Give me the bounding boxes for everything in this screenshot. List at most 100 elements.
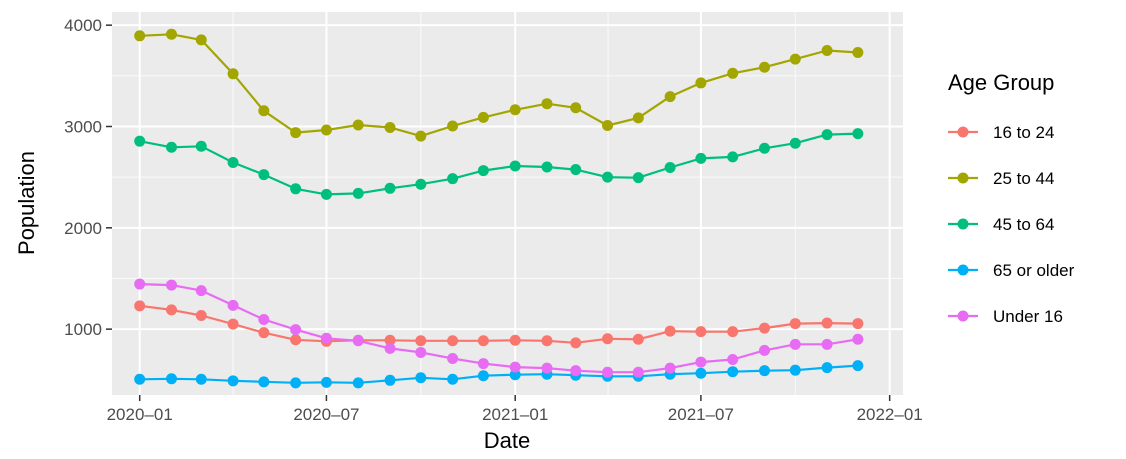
- data-point: [195, 309, 207, 321]
- data-point: [352, 187, 364, 199]
- x-axis-title: Date: [484, 428, 530, 453]
- data-point: [166, 373, 178, 385]
- data-point: [541, 161, 553, 173]
- data-point: [852, 360, 864, 372]
- data-point: [195, 34, 207, 46]
- y-tick-label: 4000: [64, 16, 102, 35]
- data-point: [602, 333, 614, 345]
- data-point: [166, 141, 178, 153]
- data-point: [227, 375, 239, 387]
- x-tick-label: 2020–01: [107, 405, 173, 424]
- data-point: [695, 77, 707, 89]
- legend-label: 65 or older: [993, 261, 1075, 280]
- data-point: [447, 335, 459, 347]
- data-point: [821, 338, 833, 350]
- data-point: [509, 160, 521, 172]
- series-line: [139, 283, 859, 374]
- data-point: [570, 102, 582, 114]
- x-tick-label: 2020–07: [293, 405, 359, 424]
- legend-label: 45 to 64: [993, 215, 1054, 234]
- grid-lines: [112, 12, 903, 395]
- data-point: [602, 366, 614, 378]
- data-point: [290, 324, 302, 336]
- data-point: [447, 120, 459, 132]
- data-point: [290, 334, 302, 346]
- data-point: [758, 61, 770, 73]
- data-point: [384, 374, 396, 386]
- legend-key-point: [957, 126, 969, 138]
- legend-key-point: [957, 218, 969, 230]
- data-point: [320, 332, 332, 344]
- data-point: [758, 365, 770, 377]
- data-point: [852, 128, 864, 140]
- data-point: [258, 314, 270, 326]
- data-point: [789, 137, 801, 149]
- data-point: [227, 299, 239, 311]
- data-point: [447, 173, 459, 185]
- data-point: [664, 362, 676, 374]
- data-point: [134, 278, 146, 290]
- data-point: [509, 361, 521, 373]
- data-point: [352, 335, 364, 347]
- data-point: [166, 28, 178, 40]
- data-point: [758, 322, 770, 334]
- data-point: [166, 304, 178, 316]
- data-point: [195, 140, 207, 152]
- data-point: [632, 333, 644, 345]
- data-point: [664, 91, 676, 103]
- data-point: [789, 364, 801, 376]
- data-point: [727, 354, 739, 366]
- data-point: [352, 377, 364, 389]
- data-point: [509, 104, 521, 116]
- data-point: [821, 45, 833, 57]
- data-point: [541, 335, 553, 347]
- data-point: [789, 338, 801, 350]
- data-point: [852, 333, 864, 345]
- x-tick-label: 2022–01: [857, 405, 923, 424]
- data-point: [570, 337, 582, 349]
- data-point: [758, 344, 770, 356]
- legend: 16 to 24 25 to 44 45 to 64 65 or older Under…: [948, 123, 1075, 326]
- data-point: [727, 67, 739, 79]
- data-point: [570, 164, 582, 176]
- data-point: [695, 356, 707, 368]
- data-point: [477, 370, 489, 382]
- data-point: [632, 172, 644, 184]
- data-point: [477, 358, 489, 370]
- data-point: [258, 327, 270, 339]
- data-point: [258, 169, 270, 181]
- data-point: [477, 335, 489, 347]
- data-point: [632, 112, 644, 124]
- data-point: [821, 362, 833, 374]
- data-point: [166, 279, 178, 291]
- data-point: [290, 377, 302, 389]
- data-point: [258, 105, 270, 117]
- series-group: [134, 300, 864, 349]
- data-point: [727, 326, 739, 338]
- data-point: [290, 183, 302, 195]
- data-point: [415, 372, 427, 384]
- data-point: [602, 119, 614, 131]
- data-point: [758, 142, 770, 154]
- data-point: [415, 346, 427, 358]
- y-tick-label: 1000: [64, 320, 102, 339]
- data-point: [570, 365, 582, 377]
- series-group: [134, 128, 864, 200]
- series-group: [134, 28, 864, 142]
- data-point: [134, 373, 146, 385]
- axes: 1000 2000 3000 4000 2020–01 2020–07 2021–01 202…: [64, 16, 923, 424]
- legend-key-point: [957, 264, 969, 276]
- x-tick-label: 2021–07: [668, 405, 734, 424]
- data-point: [789, 318, 801, 330]
- data-point: [695, 367, 707, 379]
- data-point: [227, 318, 239, 330]
- data-point: [664, 325, 676, 337]
- data-point: [821, 317, 833, 329]
- data-point: [821, 129, 833, 141]
- data-point: [134, 300, 146, 312]
- legend-item: 16 to 24: [948, 123, 1054, 142]
- data-point: [852, 47, 864, 59]
- series-layer: [134, 28, 864, 389]
- data-point: [227, 156, 239, 168]
- data-point: [384, 122, 396, 134]
